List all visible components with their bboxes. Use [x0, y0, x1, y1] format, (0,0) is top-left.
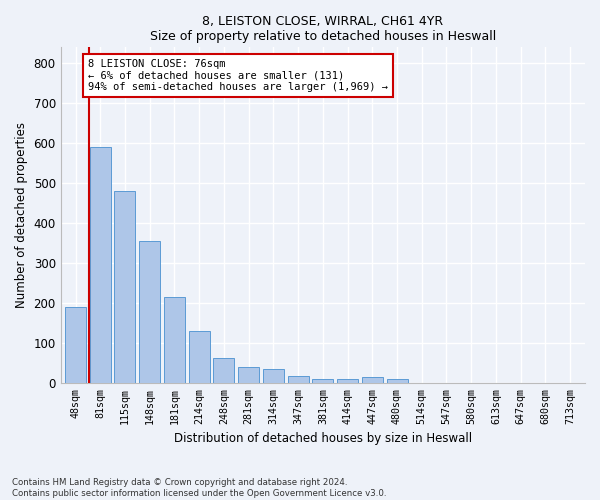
Text: 8 LEISTON CLOSE: 76sqm
← 6% of detached houses are smaller (131)
94% of semi-det: 8 LEISTON CLOSE: 76sqm ← 6% of detached … [88, 59, 388, 92]
Y-axis label: Number of detached properties: Number of detached properties [15, 122, 28, 308]
Text: Contains HM Land Registry data © Crown copyright and database right 2024.
Contai: Contains HM Land Registry data © Crown c… [12, 478, 386, 498]
Bar [139, 241, 160, 383]
Bar [115, 191, 136, 383]
Bar [214, 358, 235, 383]
Bar [188, 331, 209, 383]
Bar [287, 376, 308, 383]
Bar [362, 377, 383, 383]
Bar [386, 379, 407, 383]
Bar [65, 307, 86, 383]
Bar [238, 367, 259, 383]
Bar [263, 369, 284, 383]
Bar [90, 147, 111, 383]
X-axis label: Distribution of detached houses by size in Heswall: Distribution of detached houses by size … [174, 432, 472, 445]
Bar [164, 297, 185, 383]
Title: 8, LEISTON CLOSE, WIRRAL, CH61 4YR
Size of property relative to detached houses : 8, LEISTON CLOSE, WIRRAL, CH61 4YR Size … [150, 15, 496, 43]
Bar [313, 379, 334, 383]
Bar [337, 379, 358, 383]
